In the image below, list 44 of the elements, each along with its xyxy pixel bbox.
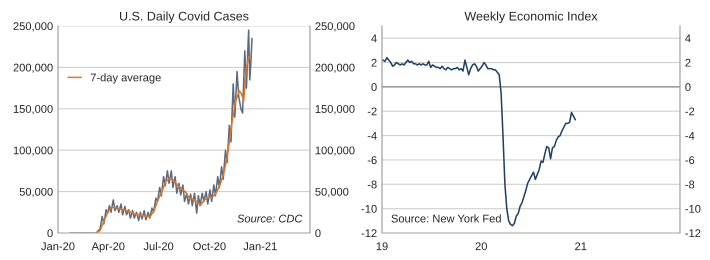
y2-tick-label: 0 (315, 229, 321, 238)
y2-tick-label: 50,000 (315, 188, 348, 198)
x-tick-label: Jan-21 (243, 242, 277, 250)
y2-tick-label: 0 (685, 83, 691, 92)
y2-tick-label: 4 (685, 34, 691, 42)
y-tick-label: 150,000 (14, 105, 53, 114)
y2-tick-label: 2 (685, 58, 690, 67)
x-tick-label: Jul-20 (144, 242, 174, 250)
y-tick-label: -8 (368, 180, 377, 188)
line-series (382, 56, 576, 226)
y2-tick-label: -6 (685, 156, 694, 164)
y2-tick-label: 250,000 (315, 22, 355, 32)
annotation: Source: CDC (237, 214, 302, 223)
x-tick-label: 19 (376, 242, 388, 250)
x-tick-label: Jan-20 (41, 242, 75, 250)
y-tick-label: -10 (362, 204, 377, 213)
y2-tick-label: -4 (685, 132, 694, 140)
y-tick-label: 100,000 (14, 146, 53, 156)
x-tick-label: 21 (575, 242, 586, 250)
y2-tick-label: 150,000 (316, 105, 355, 114)
y2-tick-label: -10 (685, 204, 700, 213)
y-tick-label: -4 (368, 132, 377, 140)
y-tick-label: 0 (371, 83, 377, 92)
y-tick-label: 4 (371, 34, 377, 42)
annotation: Source: New York Fed (391, 214, 501, 223)
y-tick-label: 250,000 (14, 22, 53, 32)
legend-label: 7-day average (90, 73, 161, 84)
chart-title: U.S. Daily Covid Cases (120, 11, 248, 24)
y-tick-label: -6 (368, 156, 377, 164)
x-tick-label: Oct-20 (193, 242, 226, 250)
y2-tick-label: 100,000 (316, 146, 355, 156)
y-tick-label: -2 (368, 108, 377, 116)
x-tick-label: 20 (476, 242, 487, 250)
y-tick-label: -12 (362, 229, 377, 238)
x-tick-label: Apr-20 (92, 242, 125, 252)
y2-tick-label: -2 (685, 108, 694, 116)
y2-tick-label: 200,000 (315, 64, 355, 73)
y-tick-label: 200,000 (14, 64, 53, 73)
y-tick-label: 0 (47, 229, 53, 238)
y-tick-label: 50,000 (20, 188, 53, 198)
y-tick-label: 2 (372, 58, 377, 67)
chart-title: Weekly Economic Index (464, 11, 598, 24)
y2-tick-label: -12 (685, 229, 700, 238)
y2-tick-label: -8 (685, 180, 694, 188)
